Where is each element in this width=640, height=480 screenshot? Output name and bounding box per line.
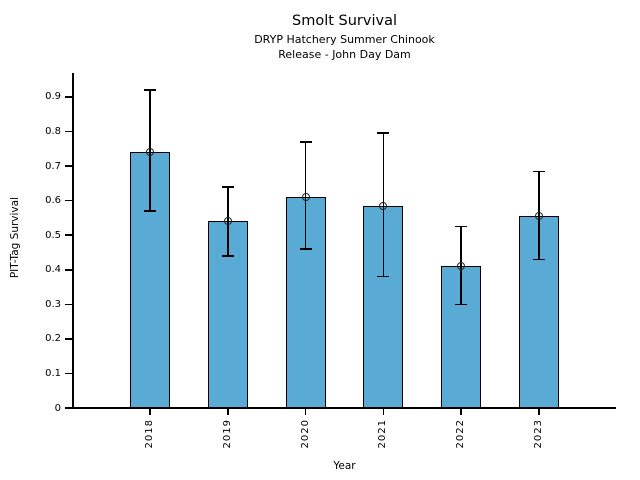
y-tick	[65, 96, 72, 98]
y-tick-label: 0.9	[45, 91, 61, 103]
y-tick	[65, 234, 72, 236]
x-axis-spine	[71, 407, 616, 409]
error-cap-bottom-2022	[455, 303, 468, 306]
x-tick	[227, 409, 229, 415]
y-tick	[65, 338, 72, 340]
x-tick-label: 2022	[455, 419, 467, 449]
data-point-marker-2019	[223, 217, 232, 226]
y-tick-label: 0.7	[45, 160, 61, 172]
x-tick-label: 2018	[144, 419, 155, 449]
data-point-marker-2020	[301, 193, 310, 202]
error-cap-top-2019	[221, 186, 234, 188]
bar-2019	[207, 221, 248, 408]
error-cap-top-2020	[299, 141, 312, 143]
y-tick-label: 0.5	[45, 229, 61, 241]
error-cap-bottom-2019	[221, 255, 234, 257]
data-point-marker-2023	[535, 212, 543, 221]
y-tick-label: 0.4	[45, 264, 61, 276]
y-axis-spine	[71, 73, 74, 409]
data-point-marker-2018	[146, 148, 154, 157]
x-tick	[460, 409, 462, 415]
y-tick	[65, 407, 72, 409]
x-tick	[304, 409, 307, 415]
error-cap-top-2018	[144, 89, 156, 91]
x-axis-label: Year	[333, 460, 356, 472]
error-cap-bottom-2018	[144, 210, 156, 212]
y-tick-label: 0.1	[45, 367, 61, 379]
y-tick-label: 0.6	[45, 195, 61, 207]
x-tick	[149, 409, 151, 415]
y-tick-label: 0	[54, 402, 61, 414]
error-cap-top-2021	[377, 132, 390, 134]
y-tick	[65, 199, 72, 202]
x-tick-label: 2023	[533, 419, 544, 449]
y-tick-label: 0.3	[45, 298, 61, 310]
error-cap-bottom-2020	[299, 248, 312, 250]
error-cap-top-2022	[455, 225, 468, 228]
y-tick-label: 0.8	[45, 126, 61, 138]
y-tick	[65, 130, 72, 133]
data-point-marker-2022	[457, 262, 466, 271]
error-cap-bottom-2023	[533, 258, 545, 261]
chart-subtitle-line2: Release - John Day Dam	[278, 48, 411, 61]
error-cap-top-2023	[533, 170, 545, 172]
chart-title: Smolt Survival	[292, 13, 397, 29]
x-tick-label: 2020	[299, 419, 311, 449]
y-tick	[65, 303, 72, 306]
data-point-marker-2021	[379, 201, 388, 210]
x-tick	[538, 409, 540, 415]
chart-subtitle-line1: DRYP Hatchery Summer Chinook	[254, 33, 435, 46]
error-cap-bottom-2021	[377, 275, 390, 278]
x-tick-label: 2019	[221, 419, 233, 449]
x-tick	[382, 409, 385, 415]
x-tick-label: 2021	[377, 419, 389, 449]
y-tick	[65, 269, 72, 271]
y-tick	[65, 372, 72, 375]
y-tick	[65, 165, 72, 167]
y-tick-label: 0.2	[45, 333, 61, 345]
